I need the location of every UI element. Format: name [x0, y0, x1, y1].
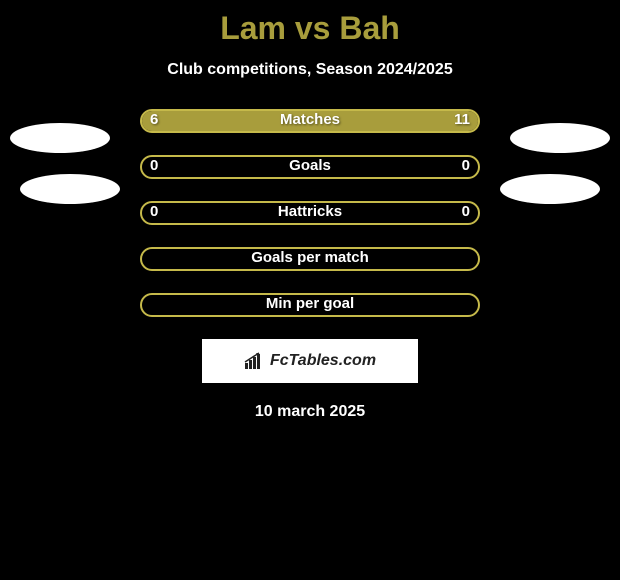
stat-bar [140, 201, 480, 225]
stat-bar [140, 293, 480, 317]
stat-bar [140, 247, 480, 271]
footer-date: 10 march 2025 [0, 403, 620, 421]
stat-row-matches: 6 Matches 11 [140, 109, 480, 135]
page-title: Lam vs Bah [0, 0, 620, 47]
stat-bar [140, 109, 480, 133]
brand-box[interactable]: FcTables.com [202, 339, 418, 383]
bar-chart-icon [244, 352, 266, 370]
stat-bar [140, 155, 480, 179]
stat-row-goals-per-match: Goals per match [140, 247, 480, 273]
stat-row-goals: 0 Goals 0 [140, 155, 480, 181]
stat-row-hattricks: 0 Hattricks 0 [140, 201, 480, 227]
stat-bar-right-fill [260, 111, 478, 131]
stat-bar-left-fill [142, 111, 260, 131]
brand-text: FcTables.com [270, 352, 376, 370]
stat-row-min-per-goal: Min per goal [140, 293, 480, 319]
page-subtitle: Club competitions, Season 2024/2025 [0, 61, 620, 79]
stats-area: 6 Matches 11 0 Goals 0 0 Hattricks 0 Goa… [0, 109, 620, 319]
